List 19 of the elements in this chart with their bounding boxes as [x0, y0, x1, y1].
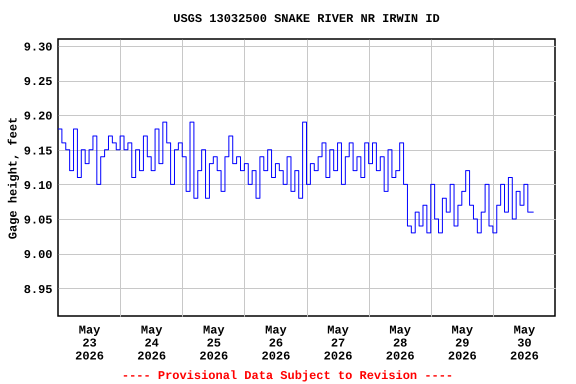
y-tick-label: 9.25 — [24, 75, 52, 90]
x-tick-label: May 30 2026 — [510, 324, 539, 364]
x-tick-label: May 26 2026 — [262, 324, 290, 364]
y-tick-label: 9.30 — [24, 40, 52, 54]
y-tick-label: 9.05 — [24, 214, 52, 228]
y-tick-label: 9.20 — [24, 110, 52, 124]
y-tick-label: 8.95 — [24, 282, 52, 297]
y-axis-title: Gage height, feet — [6, 116, 21, 240]
chart-title: USGS 13032500 SNAKE RIVER NR IRWIN ID — [173, 12, 440, 26]
x-tick-label: May 25 2026 — [199, 324, 228, 364]
y-tick-label: 9.10 — [24, 178, 52, 193]
x-tick-label: May 27 2026 — [324, 324, 352, 364]
x-tick-label: May 24 2026 — [137, 324, 166, 364]
y-tick-label: 9.15 — [24, 144, 52, 158]
y-tick-label: 9.00 — [24, 248, 52, 262]
x-tick-label: May 28 2026 — [386, 324, 415, 364]
text: ---- Provisional Data Subject to Revision ---- — [122, 369, 454, 383]
x-tick-label: May 29 2026 — [448, 324, 477, 364]
x-tick-label: May 23 2026 — [75, 324, 104, 364]
